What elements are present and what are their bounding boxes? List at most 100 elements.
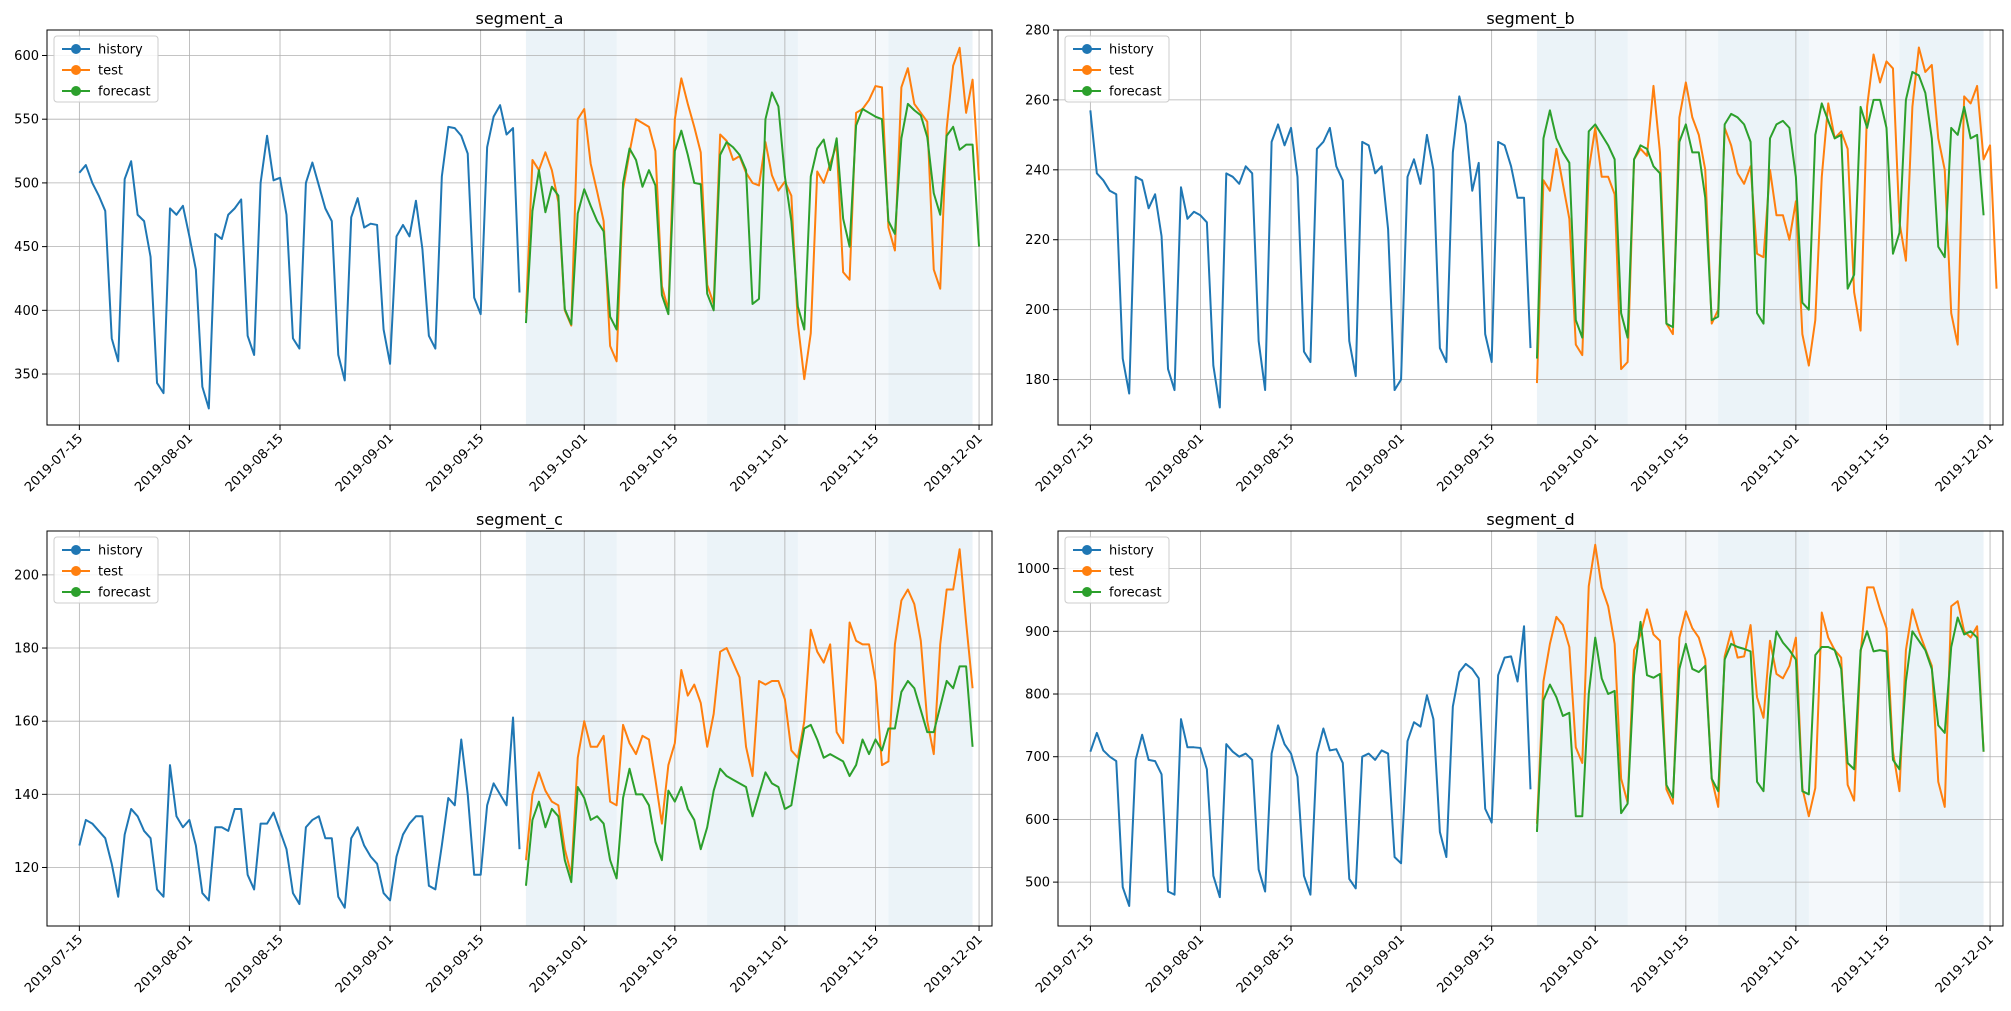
fold-span-1 [1627,30,1719,425]
panel-segment-b: 2019-07-15 2019-08-01 2019-08-15 2019-09-01… [1025,9,2004,495]
legend: history test forecast [1064,536,1170,604]
x-tick-label: 2019-08-15 [1234,431,1298,495]
x-tick-label: 2019-10-15 [1629,932,1693,996]
x-tick-label: 2019-12-01 [1933,932,1997,996]
fold-span-4 [888,30,973,425]
y-tick-label: 500 [14,176,39,191]
legend-marker-test [1082,566,1092,576]
legend-marker-forecast [71,86,81,96]
legend-label-history: history [1109,43,1154,58]
series-line-test [524,548,974,876]
series-line-forecast [1535,616,1985,832]
y-tick-label: 500 [1025,876,1050,891]
legend-marker-history [71,44,81,54]
axes-frame [1057,530,2004,927]
legend-box [53,536,159,604]
fold-span-2 [1718,531,1809,926]
x-tick-label: 2019-09-01 [1344,431,1408,495]
chart-title: segment_c [476,510,563,530]
x-tick-label: 2019-07-15 [22,932,86,996]
chart-title: segment_d [1486,510,1574,530]
x-tick-label: 2019-11-01 [1739,932,1803,996]
fold-span-3 [797,30,889,425]
legend-marker-forecast [1082,86,1092,96]
x-tick-label: 2019-08-01 [1143,932,1207,996]
x-tick-label: 2019-10-01 [1538,932,1602,996]
legend-marker-history [1082,44,1092,54]
x-tick-label: 2019-08-01 [132,932,196,996]
fold-span-3 [1808,531,1900,926]
legend-marker-history [71,545,81,555]
x-tick-label: 2019-12-01 [922,932,986,996]
x-tick-label: 2019-09-15 [1434,431,1498,495]
y-tick-label: 600 [14,49,39,64]
y-tick-label: 140 [14,788,39,803]
x-tick-label: 2019-11-15 [1829,932,1893,996]
axes-frame [1057,29,2004,426]
chart-title: segment_a [476,9,564,29]
series-line-forecast [524,91,981,331]
legend: history test forecast [53,35,159,103]
x-tick-label: 2019-08-15 [223,932,287,996]
axes-frame [46,29,993,426]
x-tick-label: 2019-07-15 [1033,431,1097,495]
x-tick-label: 2019-12-01 [1933,431,1997,495]
x-tick-label: 2019-07-15 [1033,932,1097,996]
fold-span-2 [707,531,798,926]
x-tick-label: 2019-10-15 [618,932,682,996]
series-line-history [1089,95,1532,409]
x-tick-label: 2019-09-15 [423,431,487,495]
y-tick-label: 900 [1025,625,1050,640]
x-tick-label: 2019-11-15 [818,932,882,996]
legend-label-forecast: forecast [1109,586,1162,601]
x-tick-label: 2019-10-15 [618,431,682,495]
y-tick-label: 200 [1025,303,1050,318]
y-tick-label: 600 [1025,813,1050,828]
x-tick-label: 2019-12-01 [922,431,986,495]
x-tick-label: 2019-08-01 [1143,431,1207,495]
y-tick-label: 160 [14,715,39,730]
fold-span-2 [707,30,798,425]
x-tick-label: 2019-11-15 [1829,431,1893,495]
y-tick-label: 180 [14,642,39,657]
y-tick-label: 220 [1025,233,1050,248]
y-tick-label: 120 [14,861,39,876]
fold-span-1 [616,531,708,926]
y-tick-label: 400 [14,304,39,319]
fold-span-4 [888,531,973,926]
y-tick-label: 180 [1025,373,1050,388]
series-line-forecast [1535,70,1985,359]
y-tick-label: 1000 [1017,562,1050,577]
legend-label-forecast: forecast [1109,85,1162,100]
legend-label-test: test [1109,64,1134,79]
x-tick-label: 2019-09-01 [333,431,397,495]
y-tick-label: 700 [1025,750,1050,765]
x-tick-label: 2019-11-15 [818,431,882,495]
x-tick-label: 2019-11-01 [728,932,792,996]
legend-marker-history [1082,545,1092,555]
legend-box [1064,536,1170,604]
fold-span-2 [1718,30,1809,425]
legend-label-test: test [98,64,123,79]
x-tick-label: 2019-10-15 [1629,431,1693,495]
x-tick-label: 2019-07-15 [22,431,86,495]
legend-label-history: history [98,544,143,559]
x-tick-label: 2019-10-01 [527,431,591,495]
panel-segment-c: 2019-07-15 2019-08-01 2019-08-15 2019-09-01… [14,510,993,996]
legend-label-test: test [98,565,123,580]
y-tick-label: 450 [14,240,39,255]
fold-span-0 [1536,30,1628,425]
x-tick-label: 2019-09-01 [333,932,397,996]
legend-label-test: test [1109,565,1134,580]
y-tick-label: 350 [14,368,39,383]
x-tick-label: 2019-09-01 [1344,932,1408,996]
x-tick-label: 2019-09-15 [1434,932,1498,996]
series-line-history [78,716,521,909]
x-tick-label: 2019-08-15 [1234,932,1298,996]
y-tick-label: 800 [1025,688,1050,703]
legend-label-forecast: forecast [98,85,151,100]
legend: history test forecast [53,536,159,604]
series-line-forecast [524,665,974,886]
legend-marker-forecast [71,587,81,597]
legend-box [1064,35,1170,103]
